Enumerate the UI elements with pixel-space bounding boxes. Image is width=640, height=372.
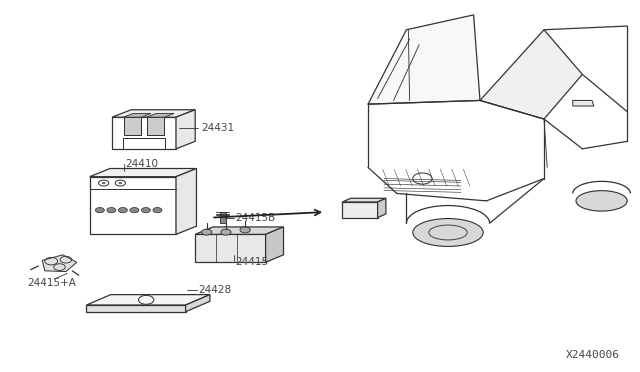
Text: 24428: 24428 xyxy=(198,285,232,295)
Circle shape xyxy=(153,208,162,213)
Polygon shape xyxy=(86,295,210,305)
Text: 24431: 24431 xyxy=(202,124,235,133)
Ellipse shape xyxy=(413,219,483,247)
Polygon shape xyxy=(378,198,386,218)
Polygon shape xyxy=(342,198,386,202)
Circle shape xyxy=(130,208,139,213)
Circle shape xyxy=(102,182,106,184)
Circle shape xyxy=(99,180,109,186)
Text: 24415+A: 24415+A xyxy=(27,278,76,288)
Text: 24415B: 24415B xyxy=(236,213,276,222)
Polygon shape xyxy=(195,234,266,262)
Polygon shape xyxy=(480,30,582,119)
Polygon shape xyxy=(266,227,284,262)
Circle shape xyxy=(95,208,104,213)
Polygon shape xyxy=(573,100,594,106)
Polygon shape xyxy=(195,227,284,234)
Circle shape xyxy=(141,208,150,213)
Polygon shape xyxy=(124,113,151,117)
Polygon shape xyxy=(220,212,226,223)
Polygon shape xyxy=(147,117,164,135)
Circle shape xyxy=(202,229,212,235)
Polygon shape xyxy=(176,169,196,234)
Polygon shape xyxy=(112,117,176,149)
Polygon shape xyxy=(176,110,195,149)
Text: 24415: 24415 xyxy=(236,257,269,267)
Polygon shape xyxy=(112,110,195,117)
Circle shape xyxy=(107,208,116,213)
Circle shape xyxy=(115,180,125,186)
Ellipse shape xyxy=(576,191,627,211)
Text: 24410: 24410 xyxy=(125,159,158,169)
Polygon shape xyxy=(368,15,480,104)
Polygon shape xyxy=(86,305,186,312)
Circle shape xyxy=(138,295,154,304)
Polygon shape xyxy=(42,255,77,272)
Polygon shape xyxy=(90,169,196,177)
Circle shape xyxy=(118,208,127,213)
Polygon shape xyxy=(124,117,141,135)
Polygon shape xyxy=(90,177,176,234)
Polygon shape xyxy=(147,113,174,117)
Polygon shape xyxy=(186,295,210,312)
Polygon shape xyxy=(342,202,378,218)
Circle shape xyxy=(118,182,122,184)
Circle shape xyxy=(221,229,231,235)
Circle shape xyxy=(240,227,250,233)
Text: X2440006: X2440006 xyxy=(566,350,620,360)
